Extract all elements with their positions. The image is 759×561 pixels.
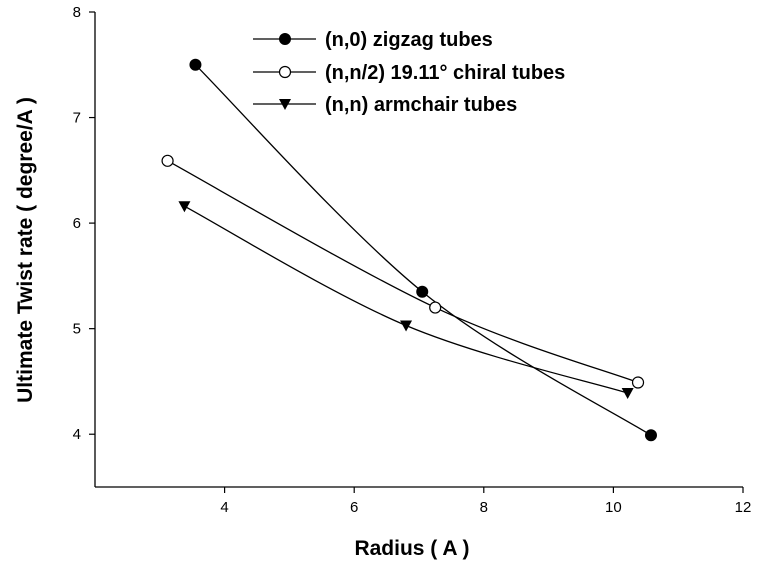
legend-entry-armchair: (n,n) armchair tubes bbox=[253, 94, 517, 116]
x-tick-label: 8 bbox=[480, 499, 488, 516]
y-tick-label: 8 bbox=[73, 4, 81, 21]
legend-marker-armchair bbox=[279, 99, 291, 110]
y-tick-label: 5 bbox=[73, 321, 81, 338]
x-tick-label: 12 bbox=[735, 499, 752, 516]
data-point-chiral bbox=[631, 376, 645, 389]
legend-marker-zigzag bbox=[279, 33, 291, 45]
x-tick-label: 6 bbox=[350, 499, 358, 516]
data-point-armchair bbox=[178, 201, 191, 213]
data-point-armchair bbox=[400, 320, 413, 332]
legend-label-zigzag: (n,0) zigzag tubes bbox=[325, 29, 493, 51]
x-axis-title: Radius ( A ) bbox=[354, 537, 469, 560]
series-line-armchair bbox=[184, 205, 628, 394]
data-point-zigzag bbox=[644, 429, 657, 442]
y-axis-ticks: 4 5 6 7 8 bbox=[73, 4, 95, 443]
data-point-chiral bbox=[429, 301, 442, 314]
y-tick-label: 7 bbox=[73, 110, 81, 127]
legend-entry-zigzag: (n,0) zigzag tubes bbox=[253, 29, 493, 51]
x-tick-label: 4 bbox=[220, 499, 228, 516]
y-tick-label: 6 bbox=[73, 215, 81, 232]
series-layer bbox=[161, 58, 657, 442]
legend-entry-chiral: (n,n/2) 19.11° chiral tubes bbox=[253, 62, 565, 84]
y-axis-title: Ultimate Twist rate ( degree/A ) bbox=[14, 97, 37, 403]
x-tick-label: 10 bbox=[605, 499, 622, 516]
x-axis-ticks: 4 6 8 10 12 bbox=[220, 487, 751, 516]
legend-marker-chiral bbox=[278, 65, 292, 79]
data-point-zigzag bbox=[416, 285, 429, 298]
legend-label-chiral: (n,n/2) 19.11° chiral tubes bbox=[325, 62, 565, 84]
series-line-zigzag bbox=[194, 64, 652, 436]
data-point-armchair bbox=[621, 388, 634, 400]
plot-area: 4 6 8 10 12 4 5 6 7 8 bbox=[73, 4, 752, 516]
series-zigzag bbox=[189, 58, 657, 442]
series-armchair bbox=[178, 201, 634, 400]
series-line-chiral bbox=[167, 160, 639, 384]
series-chiral bbox=[161, 154, 645, 389]
data-point-chiral bbox=[161, 154, 174, 167]
legend: (n,0) zigzag tubes (n,n/2) 19.11° chiral… bbox=[253, 29, 565, 116]
data-point-zigzag bbox=[189, 58, 202, 71]
legend-label-armchair: (n,n) armchair tubes bbox=[325, 94, 517, 116]
y-tick-label: 4 bbox=[73, 426, 81, 443]
